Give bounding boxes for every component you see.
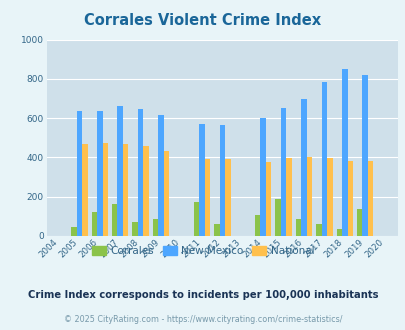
Bar	[112, 204, 117, 236]
Bar	[326, 158, 332, 236]
Bar	[102, 143, 108, 236]
Bar	[143, 146, 149, 236]
Bar	[260, 118, 265, 236]
Bar	[117, 106, 123, 236]
Text: Corrales Violent Crime Index: Corrales Violent Crime Index	[84, 13, 321, 28]
Bar	[132, 222, 138, 236]
Bar	[321, 82, 326, 236]
Bar	[286, 158, 291, 236]
Bar	[301, 99, 306, 236]
Bar	[295, 219, 301, 236]
Bar	[275, 199, 280, 236]
Bar	[219, 125, 224, 236]
Bar	[265, 162, 271, 236]
Bar	[193, 202, 198, 236]
Bar	[367, 161, 373, 236]
Bar	[198, 124, 204, 236]
Bar	[280, 108, 286, 236]
Bar	[138, 109, 143, 236]
Bar	[123, 144, 128, 236]
Bar	[97, 111, 102, 236]
Bar	[224, 159, 230, 236]
Bar	[158, 115, 163, 236]
Bar	[163, 151, 169, 236]
Bar	[82, 144, 87, 236]
Text: Crime Index corresponds to incidents per 100,000 inhabitants: Crime Index corresponds to incidents per…	[28, 290, 377, 300]
Bar	[152, 219, 158, 236]
Bar	[91, 213, 97, 236]
Bar	[362, 75, 367, 236]
Text: © 2025 CityRating.com - https://www.cityrating.com/crime-statistics/: © 2025 CityRating.com - https://www.city…	[64, 315, 341, 324]
Bar	[77, 111, 82, 236]
Bar	[336, 229, 341, 236]
Bar	[306, 157, 311, 236]
Legend: Corrales, New Mexico, National: Corrales, New Mexico, National	[87, 242, 318, 260]
Bar	[347, 161, 352, 236]
Bar	[341, 69, 347, 236]
Bar	[315, 224, 321, 236]
Bar	[71, 227, 77, 236]
Bar	[204, 159, 210, 236]
Bar	[254, 215, 260, 236]
Bar	[356, 210, 362, 236]
Bar	[213, 224, 219, 236]
